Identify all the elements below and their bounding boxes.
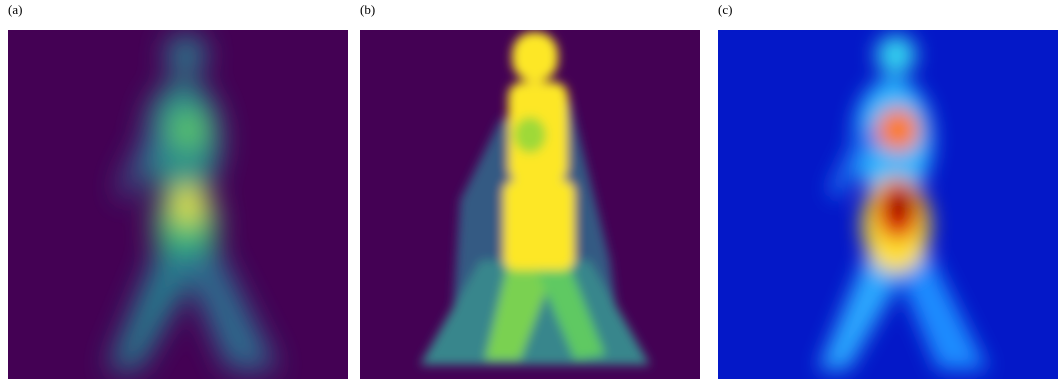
heatmap-a xyxy=(8,30,348,379)
panel-label: (b) xyxy=(360,2,375,17)
heatmap-b xyxy=(360,30,706,379)
panel-label: (a) xyxy=(8,2,22,17)
heatmap-c xyxy=(718,30,1062,379)
panel-label: (c) xyxy=(718,2,732,17)
figure: (a) (b) (c) xyxy=(0,0,1062,379)
